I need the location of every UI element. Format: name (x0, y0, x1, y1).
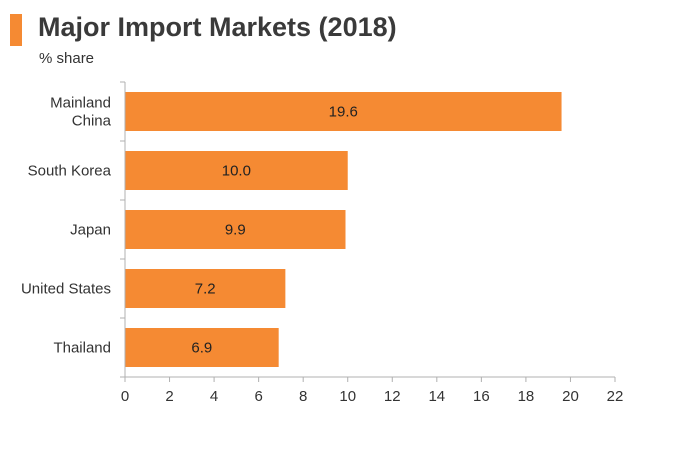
category-label: Thailand (53, 340, 111, 357)
x-tick-label: 10 (339, 388, 356, 405)
chart-subtitle: % share (39, 50, 95, 67)
x-tick-label: 22 (607, 388, 624, 405)
bar (125, 151, 348, 190)
data-label: 19.6 (329, 104, 358, 121)
x-tick-label: 14 (428, 388, 445, 405)
x-tick-label: 8 (299, 388, 307, 405)
x-tick-label: 0 (121, 388, 129, 405)
chart-title: Major Import Markets (2018) (38, 12, 397, 42)
bar (125, 328, 279, 367)
bar (125, 269, 286, 308)
data-label: 7.2 (195, 281, 216, 298)
x-tick-label: 2 (165, 388, 173, 405)
data-label: 6.9 (191, 340, 212, 357)
bar (125, 92, 562, 131)
x-tick-label: 4 (210, 388, 218, 405)
x-tick-label: 12 (384, 388, 401, 405)
title-accent-bar (10, 14, 22, 46)
bars-group: 19.6 10.0 9.9 7.2 6.9 (125, 92, 562, 367)
data-label: 10.0 (222, 163, 251, 180)
category-label: Mainland (50, 95, 111, 112)
x-tick-label: 18 (518, 388, 535, 405)
category-label: Japan (70, 222, 111, 239)
data-label: 9.9 (225, 222, 246, 239)
category-label: South Korea (28, 163, 112, 180)
x-axis: 0 2 4 6 8 10 12 14 16 18 20 22 (120, 81, 624, 405)
category-label: China (72, 113, 112, 130)
x-tick-label: 16 (473, 388, 490, 405)
x-tick-label: 6 (254, 388, 262, 405)
category-label: United States (21, 281, 111, 298)
bar (125, 210, 346, 249)
x-tick-label: 20 (562, 388, 579, 405)
